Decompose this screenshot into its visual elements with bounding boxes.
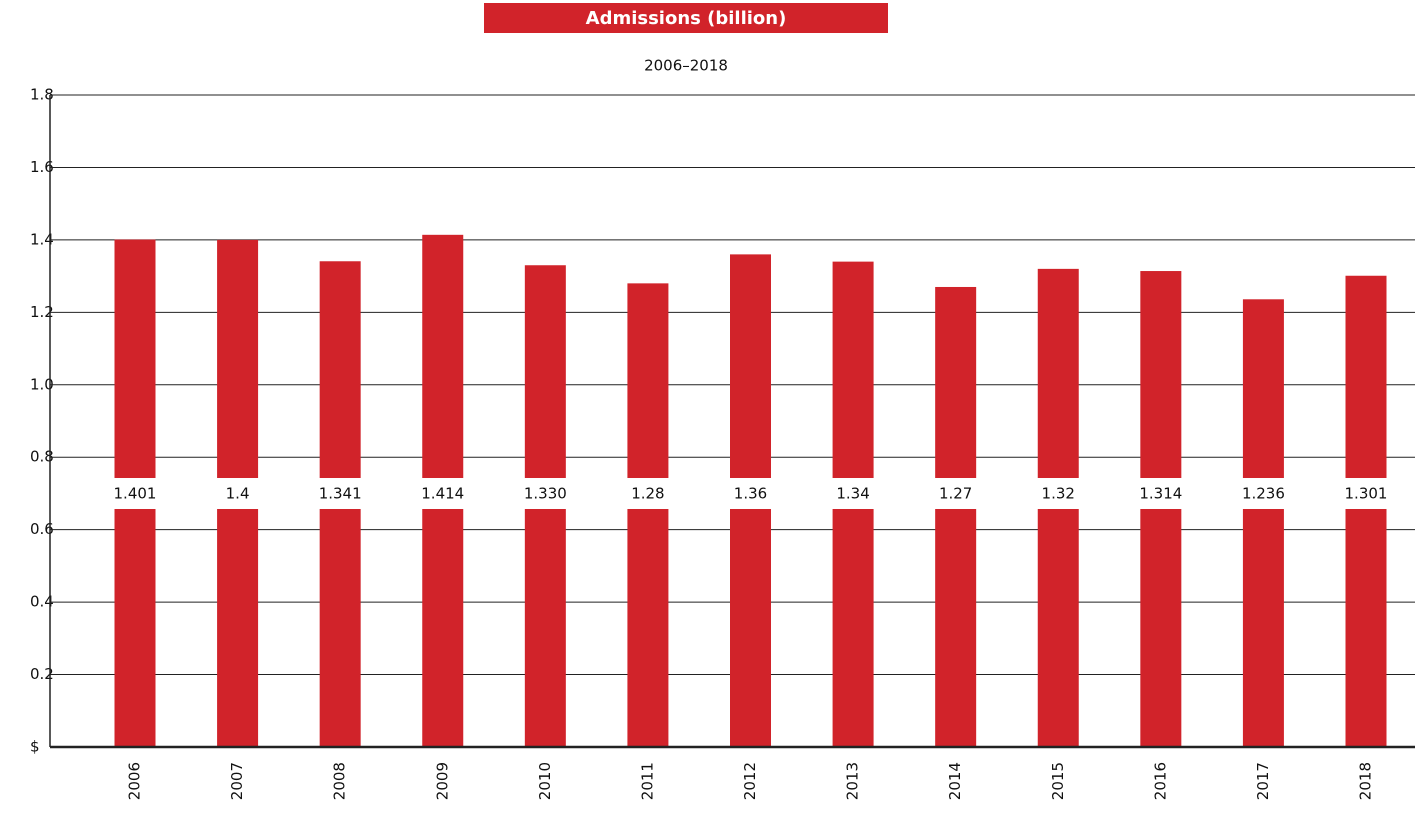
x-tick-label: 2012 (741, 762, 759, 800)
data-label: 1.314 (1139, 485, 1182, 503)
data-label: 1.236 (1242, 485, 1285, 503)
data-label: 1.341 (319, 485, 362, 503)
data-label: 1.414 (421, 485, 464, 503)
bar (627, 283, 669, 747)
x-tick-label: 2008 (331, 762, 349, 800)
x-tick-label: 2009 (433, 762, 451, 800)
x-tick-label: 2007 (228, 762, 246, 800)
x-tick-label: 2006 (126, 762, 144, 800)
x-tick-label: 2018 (1357, 762, 1375, 800)
x-tick-label: 2013 (844, 762, 862, 800)
x-tick-label: 2017 (1254, 762, 1272, 800)
x-tick-label: 2016 (1151, 762, 1169, 800)
bar (1345, 275, 1387, 747)
y-tick-label: 1.4 (30, 230, 54, 248)
y-tick-label: 0.2 (30, 665, 54, 683)
x-tick-label: 2014 (946, 762, 964, 800)
chart-title: Admissions (billion) (586, 8, 787, 29)
x-tick-label: 2015 (1049, 762, 1067, 800)
chart-subtitle: 2006–2018 (644, 57, 728, 75)
x-tick-label: 2010 (536, 762, 554, 800)
bar (1140, 271, 1182, 747)
bar (935, 286, 977, 747)
y-tick-label: 0.6 (30, 520, 54, 538)
y-tick-label: 1.8 (30, 86, 54, 104)
label-band (51, 478, 1416, 509)
y-tick-label: 0.4 (30, 593, 54, 611)
x-tick-label: 2011 (638, 762, 656, 800)
data-label: 1.28 (631, 485, 664, 503)
y-tick-label: 1.0 (30, 375, 54, 393)
data-label: 1.34 (836, 485, 869, 503)
data-label: 1.4 (226, 485, 250, 503)
title-box (484, 3, 888, 33)
y-tick-label: 0.8 (30, 448, 54, 466)
data-label: 1.36 (734, 485, 767, 503)
y-tick-label: 1.6 (30, 158, 54, 176)
y-tick-label: 1.2 (30, 303, 54, 321)
data-label: 1.301 (1345, 485, 1388, 503)
bar (1242, 299, 1284, 747)
data-label: 1.330 (524, 485, 567, 503)
y-tick-label: $ (30, 738, 40, 756)
data-label: 1.27 (939, 485, 972, 503)
data-label: 1.401 (114, 485, 157, 503)
data-label: 1.32 (1042, 485, 1075, 503)
